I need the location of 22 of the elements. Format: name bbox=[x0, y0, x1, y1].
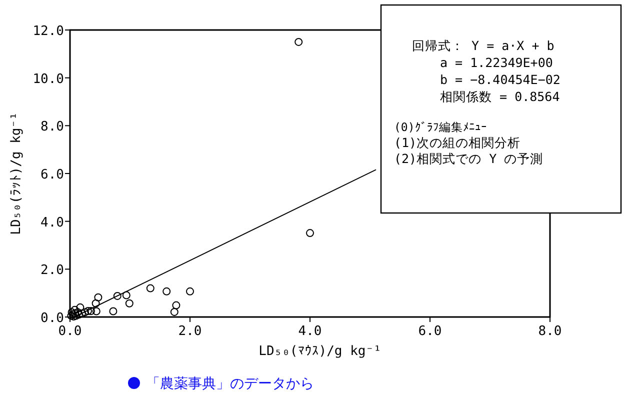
x-axis-title: LD₅₀(ﾏｳｽ)/g kg⁻¹ bbox=[258, 344, 382, 359]
x-tick-label: 0.0 bbox=[58, 324, 82, 339]
annotation: (0)ｸﾞﾗﾌ編集ﾒﾆｭｰ bbox=[394, 120, 487, 134]
y-axis-title: LD₅₀(ﾗｯﾄ)/g kg⁻¹ bbox=[9, 112, 24, 235]
y-tick-label: 2.0 bbox=[40, 263, 64, 278]
x-tick-label: 6.0 bbox=[418, 324, 442, 339]
y-tick-label: 0.0 bbox=[40, 311, 64, 326]
y-tick-label: 10.0 bbox=[32, 72, 64, 87]
x-tick-label: 4.0 bbox=[298, 324, 322, 339]
annotation: (1)次の組の相関分析 bbox=[394, 135, 521, 150]
annotation: a = 1.22349E+00 bbox=[440, 55, 553, 70]
annotation: (2)相関式での Y の予測 bbox=[394, 151, 544, 166]
annotation: b = −8.40454E−02 bbox=[440, 72, 560, 87]
annotation: 相関係数 = 0.8564 bbox=[440, 89, 560, 104]
y-tick-label: 4.0 bbox=[40, 215, 64, 230]
annotation: 回帰式： Y = a·X + b bbox=[412, 38, 554, 53]
x-tick-label: 2.0 bbox=[178, 324, 202, 339]
y-tick-label: 12.0 bbox=[32, 24, 64, 39]
text: 「農薬事典」のデータから bbox=[146, 376, 314, 392]
y-tick-label: 8.0 bbox=[40, 120, 64, 135]
y-tick-label: 6.0 bbox=[40, 168, 64, 182]
x-tick-label: 8.0 bbox=[538, 324, 562, 339]
